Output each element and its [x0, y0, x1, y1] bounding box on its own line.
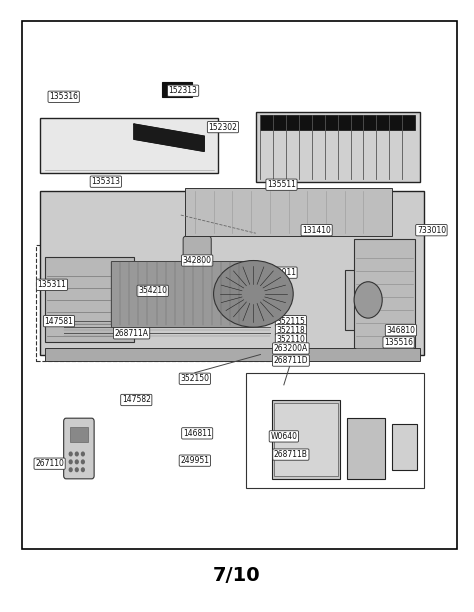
FancyBboxPatch shape	[345, 270, 392, 330]
FancyBboxPatch shape	[45, 348, 419, 360]
FancyBboxPatch shape	[256, 112, 419, 182]
FancyBboxPatch shape	[260, 115, 415, 130]
Text: 352150: 352150	[180, 375, 210, 383]
Text: 354210: 354210	[138, 286, 167, 296]
Text: 135313: 135313	[91, 177, 120, 186]
Text: 359011: 359011	[267, 268, 296, 277]
Circle shape	[75, 452, 78, 456]
FancyBboxPatch shape	[162, 81, 192, 97]
Text: 147581: 147581	[45, 316, 73, 326]
FancyBboxPatch shape	[40, 118, 218, 173]
FancyBboxPatch shape	[70, 427, 88, 442]
FancyBboxPatch shape	[272, 400, 340, 479]
Text: 7/10: 7/10	[213, 566, 261, 585]
FancyBboxPatch shape	[185, 188, 392, 236]
Text: 135311: 135311	[37, 280, 66, 289]
Circle shape	[75, 460, 78, 464]
Text: 342800: 342800	[182, 256, 212, 265]
Text: 131410: 131410	[302, 226, 331, 234]
Text: 135516: 135516	[384, 338, 413, 347]
Text: 147582: 147582	[122, 395, 151, 405]
Text: 733010: 733010	[417, 226, 446, 234]
Text: 352110: 352110	[276, 335, 305, 344]
Text: 249951: 249951	[180, 456, 210, 465]
Text: 352115: 352115	[276, 316, 305, 326]
Ellipse shape	[354, 282, 382, 318]
Text: 268711B: 268711B	[274, 450, 308, 459]
FancyBboxPatch shape	[183, 236, 211, 285]
Circle shape	[75, 468, 78, 472]
Circle shape	[69, 468, 72, 472]
Ellipse shape	[214, 261, 293, 327]
FancyBboxPatch shape	[110, 261, 254, 327]
FancyBboxPatch shape	[40, 191, 424, 354]
Text: 135511: 135511	[267, 180, 296, 189]
Polygon shape	[134, 124, 204, 151]
Circle shape	[82, 468, 84, 472]
Text: 152313: 152313	[169, 86, 198, 95]
FancyBboxPatch shape	[347, 418, 384, 479]
Text: 346810: 346810	[386, 326, 415, 335]
Circle shape	[69, 460, 72, 464]
Text: 352118: 352118	[276, 326, 305, 335]
FancyBboxPatch shape	[274, 403, 337, 476]
FancyBboxPatch shape	[45, 258, 134, 342]
Text: W0640: W0640	[270, 432, 297, 441]
Text: 268711D: 268711D	[273, 356, 308, 365]
Text: 152302: 152302	[209, 122, 237, 132]
Circle shape	[82, 460, 84, 464]
Circle shape	[82, 452, 84, 456]
Circle shape	[69, 452, 72, 456]
FancyBboxPatch shape	[392, 424, 417, 470]
Text: 267110: 267110	[35, 459, 64, 468]
Text: 263200A: 263200A	[274, 344, 308, 353]
FancyBboxPatch shape	[64, 418, 94, 479]
Text: 146811: 146811	[183, 429, 211, 438]
Text: 268711A: 268711A	[115, 329, 149, 338]
FancyBboxPatch shape	[354, 239, 415, 354]
Text: 135316: 135316	[49, 92, 78, 101]
